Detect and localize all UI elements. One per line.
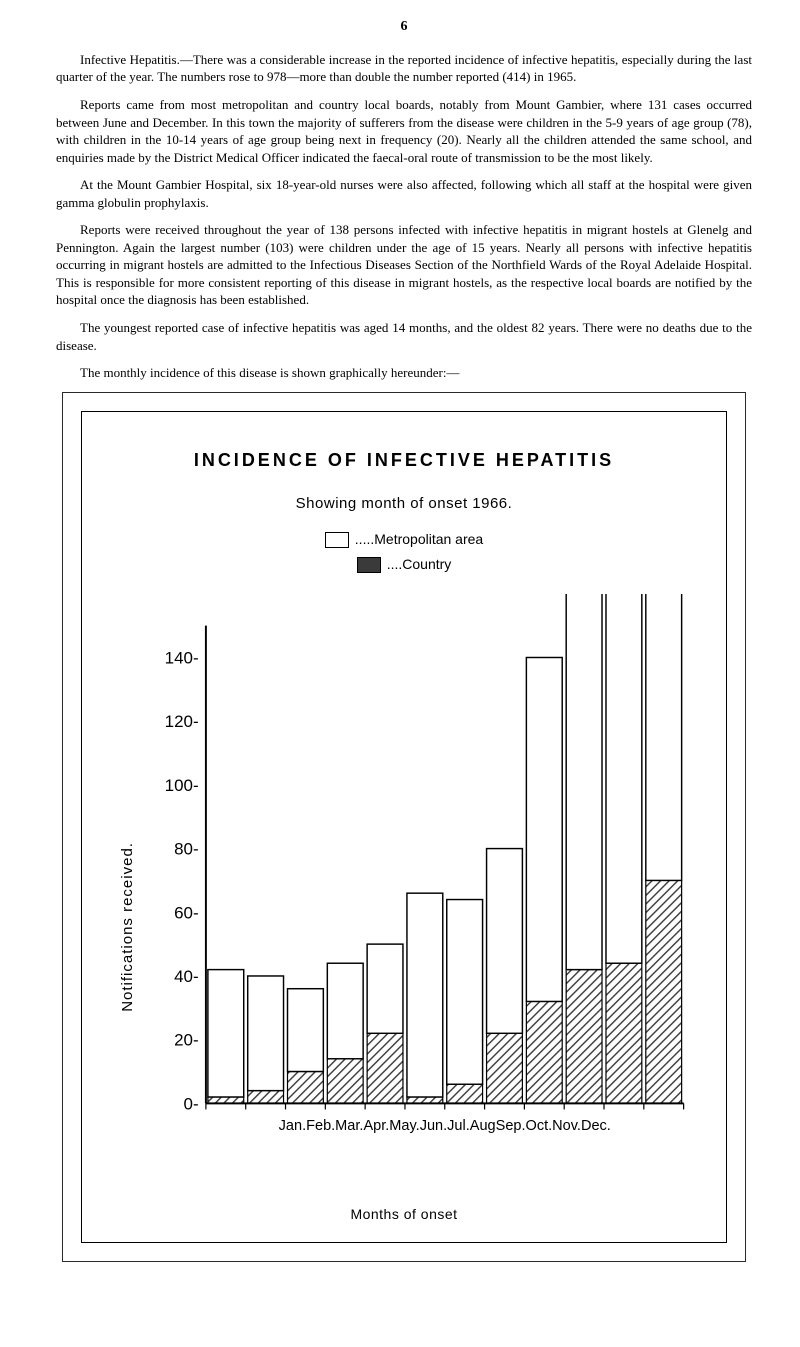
chart-title: INCIDENCE OF INFECTIVE HEPATITIS	[112, 448, 696, 472]
legend-country-swatch	[357, 557, 381, 573]
svg-text:0-: 0-	[184, 1094, 199, 1113]
svg-text:Jan.Feb.Mar.Apr.May.Jun.Jul.Au: Jan.Feb.Mar.Apr.May.Jun.Jul.AugSep.Oct.N…	[279, 1118, 611, 1134]
paragraph-6: The monthly incidence of this disease is…	[56, 364, 752, 382]
paragraph-1: Infective Hepatitis.—There was a conside…	[56, 51, 752, 86]
chart-outer-frame: INCIDENCE OF INFECTIVE HEPATITIS Showing…	[62, 392, 746, 1262]
legend-metro-swatch	[325, 532, 349, 548]
paragraph-3: At the Mount Gambier Hospital, six 18-ye…	[56, 176, 752, 211]
legend-metro: .....Metropolitan area	[325, 530, 483, 549]
page-number: 6	[56, 18, 752, 37]
svg-text:140-: 140-	[165, 649, 199, 668]
svg-text:100-: 100-	[165, 776, 199, 795]
plot-row: Notifications received. 0- 20- 40- 60- 80- 10…	[112, 594, 696, 1191]
chart-svg: 0- 20- 40- 60- 80- 100- 120- 140- Jan.Feb.Mar.Ap…	[138, 594, 696, 1191]
legend-country-label: ....Country	[387, 555, 452, 574]
paragraph-2: Reports came from most metropolitan and …	[56, 96, 752, 166]
svg-text:20-: 20-	[174, 1031, 199, 1050]
svg-text:120-: 120-	[165, 712, 199, 731]
plot-area: 0- 20- 40- 60- 80- 100- 120- 140- Jan.Feb.Mar.Ap…	[138, 594, 696, 1191]
paragraph-5: The youngest reported case of infective …	[56, 319, 752, 354]
paragraph-4: Reports were received throughout the yea…	[56, 221, 752, 309]
chart-legend: .....Metropolitan area ....Country	[112, 530, 696, 574]
legend-country: ....Country	[357, 555, 452, 574]
chart-subtitle: Showing month of onset 1966.	[112, 494, 696, 514]
svg-text:60-: 60-	[174, 903, 199, 922]
y-axis-label: Notifications received.	[112, 594, 138, 1191]
chart-inner-frame: INCIDENCE OF INFECTIVE HEPATITIS Showing…	[81, 411, 727, 1243]
svg-text:40-: 40-	[174, 967, 199, 986]
svg-text:80-: 80-	[174, 840, 199, 859]
x-axis-label: Months of onset	[112, 1205, 696, 1224]
legend-metro-label: .....Metropolitan area	[355, 530, 483, 549]
